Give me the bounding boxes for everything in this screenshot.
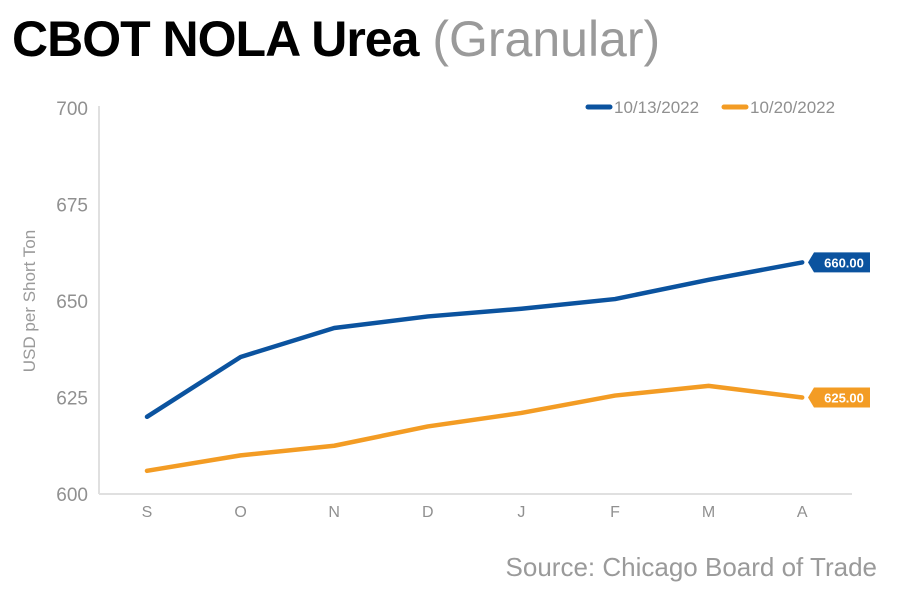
source-note: Source: Chicago Board of Trade — [505, 552, 877, 582]
end-value-label: 625.00 — [824, 391, 864, 406]
title-main: CBOT NOLA Urea — [12, 11, 419, 67]
end-value-tag — [808, 252, 870, 273]
legend-label-series1: 10/13/2022 — [614, 98, 699, 117]
chart-title: CBOT NOLA Urea (Granular) — [12, 8, 660, 70]
y-tick-label: 700 — [56, 99, 88, 120]
x-tick-label: A — [797, 504, 808, 521]
x-tick-label: M — [702, 504, 715, 521]
x-tick-label: F — [610, 504, 620, 521]
x-tick-label: J — [517, 504, 525, 521]
end-value-tag — [808, 387, 870, 408]
legend-label-series2: 10/20/2022 — [750, 98, 835, 117]
x-tick-label: D — [422, 504, 434, 521]
y-tick-label: 675 — [56, 196, 88, 217]
y-tick-label: 625 — [56, 389, 88, 410]
x-tick-label: N — [328, 504, 340, 521]
y-tick-label: 600 — [56, 485, 88, 506]
y-tick-label: 650 — [56, 292, 88, 313]
x-tick-label: O — [234, 504, 246, 521]
x-tick-label: S — [142, 504, 153, 521]
end-value-label: 660.00 — [824, 255, 864, 270]
series-line-2 — [144, 383, 805, 474]
y-axis-label: USD per Short Ton — [20, 230, 39, 372]
series-line-1 — [144, 260, 805, 420]
title-sub: (Granular) — [432, 11, 661, 67]
